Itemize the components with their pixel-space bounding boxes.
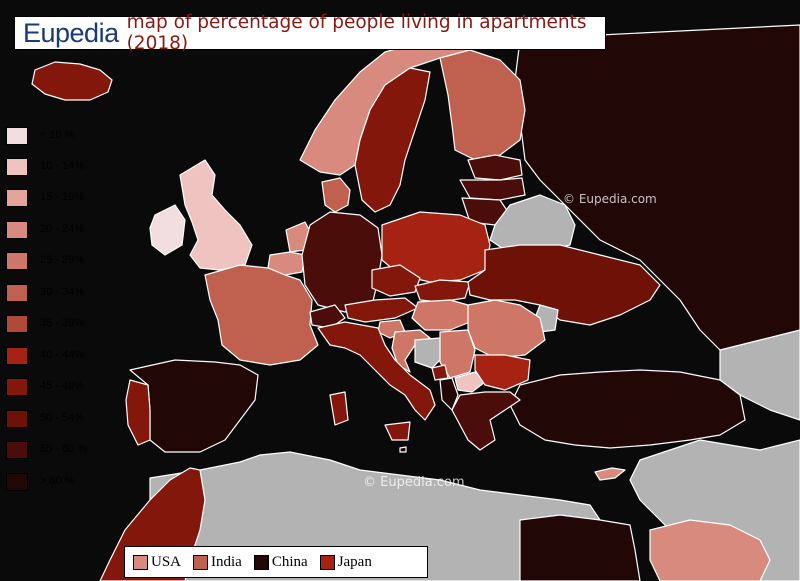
legend-swatch: [6, 441, 28, 459]
legend-swatch: [6, 189, 28, 207]
region-sardinia: [329, 391, 349, 426]
comparison-swatch: [253, 554, 269, 570]
legend-swatch: [6, 473, 28, 491]
region-finland: [439, 49, 526, 161]
region-sicily: [384, 421, 411, 441]
region-slovakia: [414, 279, 471, 303]
legend-label: 25 - 29%: [40, 254, 85, 266]
region-russia: [514, 24, 800, 351]
legend-label: < 10 %: [40, 129, 75, 141]
legend-label: 50 - 54%: [40, 412, 85, 424]
region-iceland: [31, 61, 113, 101]
legend-item: 30 - 34%: [6, 284, 118, 302]
legend-label: 35 - 39%: [40, 317, 85, 329]
legend-label: 40 - 44%: [40, 349, 85, 361]
comparison-item: China: [253, 553, 308, 571]
legend-label: 15 - 19%: [40, 191, 85, 203]
legend-label: > 60 %: [40, 475, 75, 487]
watermark-top: © Eupedia.com: [563, 192, 657, 206]
comparison-item: USA: [133, 554, 181, 571]
region-saudi-arabia: [649, 519, 771, 581]
region-germany: [301, 211, 383, 313]
comparison-label: Japan: [337, 553, 372, 570]
region-egypt: [519, 514, 641, 581]
legend-swatch: [6, 221, 28, 239]
region-sweden: [354, 67, 431, 213]
legend-item: 20 - 24%: [6, 221, 118, 239]
legend-item: 55 - 60 %: [6, 441, 118, 459]
comparison-swatch: [133, 554, 148, 570]
legend-label: 10 - 14%: [40, 160, 85, 172]
comparison-label: USA: [151, 553, 182, 570]
region-switzerland: [309, 304, 346, 329]
region-belarus: [489, 194, 576, 253]
comparison-item: Japan: [319, 553, 372, 571]
region-austria: [344, 297, 419, 323]
region-albania: [439, 377, 459, 411]
region-cyprus: [594, 467, 626, 481]
legend-swatch: [6, 252, 28, 270]
comparison-label: India: [211, 553, 242, 570]
region-north-macedonia: [454, 371, 486, 393]
legend-swatch: [6, 347, 28, 365]
region-ukraine: [467, 244, 661, 326]
legend-swatch: [6, 378, 28, 396]
comparison-label: China: [271, 553, 308, 570]
region-bosnia: [414, 337, 446, 369]
legend-item: 40 - 44%: [6, 347, 118, 365]
legend-label: 55 - 60 %: [40, 443, 88, 455]
region-ireland: [149, 204, 186, 256]
legend-item: 50 - 54%: [6, 410, 118, 428]
comparison-item: India: [193, 554, 242, 571]
brand-logo: Eupedia: [23, 17, 119, 48]
legend-item: 35 - 39%: [6, 315, 118, 333]
region-malta: [399, 446, 407, 453]
comparison-legend: USA India China Japan: [124, 546, 428, 578]
legend-label: 20 - 24%: [40, 223, 85, 235]
region-denmark: [321, 177, 351, 213]
legend-label: 45 - 49%: [40, 380, 85, 392]
region-estonia: [467, 154, 523, 181]
legend-item: 15 - 19%: [6, 189, 118, 207]
legend-swatch: [6, 284, 28, 302]
legend-swatch: [6, 158, 28, 176]
comparison-swatch: [319, 554, 335, 570]
legend-swatch: [6, 127, 28, 145]
region-serbia: [439, 329, 476, 379]
title-box: Eupedia map of percentage of people livi…: [14, 12, 606, 54]
legend-item: > 60 %: [6, 473, 118, 491]
region-italy: [317, 321, 436, 421]
comparison-swatch: [193, 554, 209, 570]
region-france: [204, 264, 319, 366]
region-bulgaria: [474, 354, 531, 391]
legend-swatch: [6, 410, 28, 428]
region-czechia: [371, 264, 421, 297]
region-hungary: [411, 299, 471, 331]
region-greece: [451, 391, 521, 451]
legend-item: 45 - 49%: [6, 378, 118, 396]
region-montenegro: [431, 364, 449, 381]
watermark-bottom: © Eupedia.com: [363, 475, 465, 490]
region-portugal: [125, 379, 151, 446]
region-latvia: [459, 177, 526, 201]
map-title: map of percentage of people living in ap…: [126, 12, 587, 54]
legend-item: 25 - 29%: [6, 252, 118, 270]
legend-label: 30 - 34%: [40, 286, 85, 298]
legend-item: 10 - 14%: [6, 158, 118, 176]
legend-swatch: [6, 315, 28, 333]
legend-item: < 10 %: [6, 127, 118, 145]
region-turkey: [509, 369, 746, 449]
